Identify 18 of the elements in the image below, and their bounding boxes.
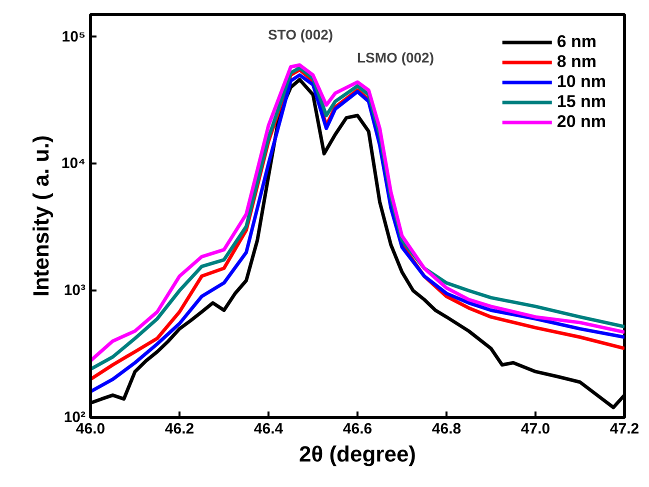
y-tick-label: 10⁵ (62, 28, 86, 46)
x-tick-label: 47.0 (520, 420, 550, 438)
x-tick-label: 46.6 (342, 420, 372, 438)
annotation: LSMO (002) (356, 50, 434, 66)
legend-label: 8 nm (556, 52, 597, 72)
legend-label: 6 nm (556, 32, 597, 52)
annotation: STO (002) (268, 26, 334, 42)
legend-label: 15 nm (556, 92, 606, 112)
y-tick-label: 10⁴ (61, 155, 86, 172)
x-tick-label: 46.8 (432, 420, 462, 438)
legend-label: 10 nm (556, 72, 606, 92)
y-tick-label: 10³ (64, 282, 86, 300)
y-axis-title: Intensity ( a. u.) (28, 135, 54, 297)
x-axis-title: 2θ (degree) (298, 442, 416, 466)
legend-label: 20 nm (556, 112, 606, 132)
x-tick-label: 47.2 (610, 420, 640, 438)
x-tick-label: 46.4 (254, 420, 284, 438)
x-tick-label: 46.2 (164, 420, 194, 438)
